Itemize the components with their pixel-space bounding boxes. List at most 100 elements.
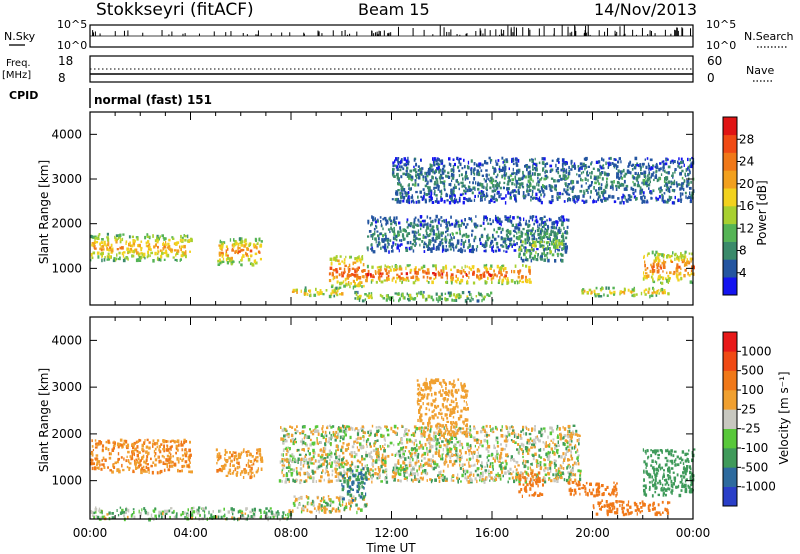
heatmap-cell: [678, 166, 682, 169]
heatmap-cell: [309, 293, 312, 297]
heatmap-cell: [563, 188, 566, 192]
heatmap-cell: [240, 470, 244, 474]
heatmap-cell: [426, 222, 429, 226]
heatmap-cell: [96, 443, 99, 447]
heatmap-cell: [503, 237, 507, 241]
heatmap-cell: [431, 201, 435, 204]
heatmap-cell: [469, 267, 471, 270]
heatmap-cell: [146, 470, 148, 473]
heatmap-cell: [129, 455, 132, 458]
heatmap-cell: [302, 464, 305, 468]
heatmap-cell: [429, 228, 431, 232]
heatmap-cell: [398, 244, 400, 247]
heatmap-cell: [413, 297, 416, 301]
heatmap-cell: [309, 457, 312, 461]
heatmap-cell: [667, 180, 671, 184]
heatmap-cell: [544, 466, 547, 470]
heatmap-cell: [414, 268, 417, 272]
heatmap-cell: [367, 478, 370, 481]
heatmap-cell: [485, 173, 488, 178]
heatmap-cell: [466, 295, 469, 299]
heatmap-cell: [426, 275, 429, 279]
heatmap-cell: [531, 172, 534, 176]
heatmap-cell: [496, 173, 499, 177]
heatmap-cell: [667, 274, 670, 278]
heatmap-cell: [689, 170, 691, 175]
heatmap-cell: [522, 194, 526, 198]
heatmap-cell: [182, 457, 185, 461]
heatmap-cell: [176, 448, 179, 452]
heatmap-cell: [567, 198, 569, 203]
heatmap-cell: [180, 440, 183, 444]
heatmap-cell: [380, 265, 382, 269]
heatmap-cell: [663, 162, 666, 166]
heatmap-cell: [648, 164, 651, 169]
heatmap-cell: [558, 231, 561, 234]
heatmap-cell: [533, 428, 536, 432]
heatmap-cell: [106, 255, 109, 258]
heatmap-cell: [399, 200, 402, 204]
heatmap-cell: [421, 453, 424, 457]
heatmap-cell: [184, 448, 187, 452]
heatmap-cell: [427, 186, 430, 189]
heatmap-cell: [485, 195, 487, 198]
heatmap-cell: [445, 221, 448, 226]
heatmap-cell: [562, 242, 565, 246]
heatmap-cell: [565, 236, 568, 240]
heatmap-cell: [479, 224, 483, 227]
heatmap-cell: [467, 185, 470, 189]
heatmap-cell: [537, 173, 539, 177]
heatmap-cell: [454, 200, 457, 204]
heatmap-cell: [667, 254, 670, 257]
heatmap-cell: [383, 238, 386, 242]
heatmap-cell: [444, 248, 447, 253]
heatmap-cell: [567, 183, 570, 186]
heatmap-cell: [440, 216, 443, 219]
heatmap-cell: [448, 221, 450, 224]
heatmap-cell: [383, 279, 387, 282]
heatmap-cell: [96, 466, 99, 470]
heatmap-cell: [461, 181, 464, 185]
heatmap-cell: [437, 299, 439, 303]
heatmap-cell: [395, 192, 399, 196]
heatmap-cell: [319, 464, 323, 468]
heatmap-cell: [436, 167, 439, 171]
heatmap-cell: [376, 476, 379, 480]
heatmap-cell: [440, 470, 442, 473]
heatmap-cell: [146, 438, 149, 442]
heatmap-cell: [683, 264, 686, 267]
heatmap-cell: [232, 470, 235, 473]
heatmap-cell: [555, 239, 558, 243]
heatmap-cell: [570, 470, 573, 474]
heatmap-cell: [492, 249, 495, 253]
heatmap-cell: [530, 244, 533, 247]
heatmap-cell: [668, 187, 671, 192]
heatmap-cell: [576, 173, 578, 176]
heatmap-cell: [502, 268, 505, 272]
heatmap-cell: [122, 258, 126, 263]
heatmap-cell: [334, 467, 337, 471]
heatmap-cell: [651, 291, 654, 295]
heatmap-cell: [481, 444, 484, 448]
heatmap-cell: [670, 254, 673, 258]
heatmap-cell: [424, 175, 427, 179]
heatmap-cell: [405, 276, 409, 280]
heatmap-cell: [541, 240, 544, 243]
heatmap-cell: [562, 158, 564, 163]
heatmap-cell: [287, 478, 290, 481]
heatmap-cell: [133, 244, 135, 247]
heatmap-cell: [422, 270, 424, 273]
heatmap-cell: [225, 474, 229, 477]
heatmap-cell: [141, 447, 144, 451]
heatmap-cell: [479, 241, 482, 245]
heatmap-cell: [109, 246, 112, 249]
heatmap-cell: [431, 225, 435, 229]
heatmap-cell: [393, 164, 397, 167]
heatmap-cell: [496, 452, 499, 456]
heatmap-cell: [519, 216, 521, 220]
heatmap-cell: [507, 453, 509, 457]
heatmap-cell: [175, 253, 177, 257]
heatmap-cell: [235, 249, 238, 254]
heatmap-cell: [454, 279, 457, 283]
heatmap-cell: [287, 446, 289, 449]
